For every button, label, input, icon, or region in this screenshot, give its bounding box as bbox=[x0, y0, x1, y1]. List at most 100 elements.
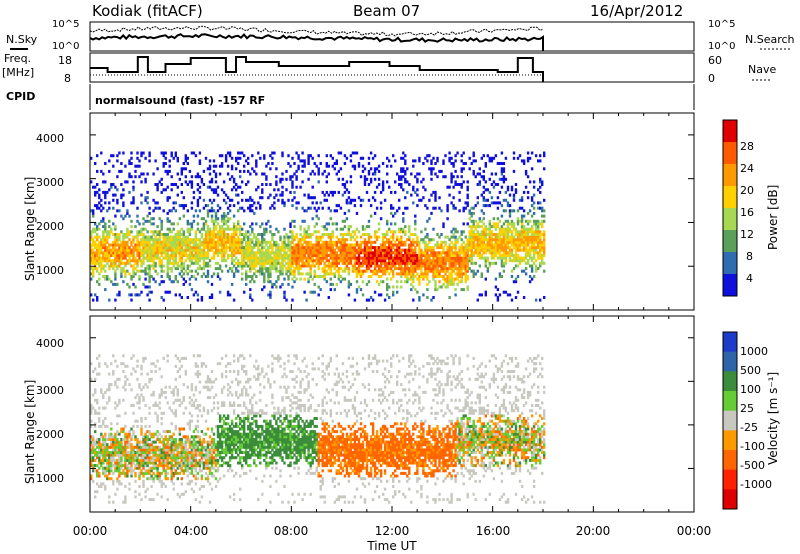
heatmap-cell bbox=[112, 183, 115, 186]
heatmap-cell bbox=[122, 261, 125, 265]
heatmap-cell bbox=[144, 248, 147, 252]
heatmap-cell bbox=[263, 267, 266, 271]
heatmap-cell bbox=[353, 261, 357, 265]
heatmap-cell bbox=[289, 261, 292, 265]
heatmap-cell bbox=[172, 238, 175, 242]
heatmap-cell bbox=[472, 151, 475, 155]
heatmap-cell bbox=[293, 246, 296, 250]
heatmap-cell bbox=[412, 277, 415, 281]
heatmap-cell bbox=[180, 172, 183, 176]
heatmap-cell bbox=[410, 259, 413, 263]
heatmap-cell bbox=[307, 251, 310, 255]
heatmap-cell bbox=[537, 243, 540, 247]
heatmap-cell bbox=[452, 196, 455, 200]
heatmap-cell bbox=[396, 243, 399, 247]
heatmap-cell bbox=[271, 243, 274, 247]
heatmap-cell bbox=[128, 440, 131, 444]
heatmap-cell bbox=[426, 243, 429, 247]
heatmap-cell bbox=[132, 246, 135, 250]
heatmap-cell bbox=[208, 235, 212, 239]
heatmap-cell bbox=[100, 219, 103, 223]
heatmap-cell bbox=[476, 246, 479, 250]
heatmap-cell bbox=[539, 240, 542, 244]
heatmap-cell bbox=[172, 201, 175, 205]
heatmap-cell bbox=[134, 225, 137, 229]
heatmap-cell bbox=[232, 180, 236, 184]
heatmap-cell bbox=[174, 293, 177, 297]
heatmap-cell bbox=[132, 248, 135, 252]
heatmap-cell bbox=[202, 246, 206, 250]
heatmap-cell bbox=[303, 246, 306, 250]
heatmap-cell bbox=[311, 261, 314, 265]
heatmap-cell bbox=[190, 256, 194, 260]
heatmap-cell bbox=[255, 222, 258, 226]
heatmap-cell bbox=[349, 248, 353, 252]
heatmap-cell bbox=[273, 261, 276, 265]
heatmap-cell bbox=[472, 254, 475, 257]
heatmap-cell bbox=[120, 458, 123, 462]
heatmap-cell bbox=[321, 251, 324, 255]
heatmap-cell bbox=[321, 254, 324, 257]
heatmap-cell bbox=[484, 227, 487, 231]
heatmap-cell bbox=[309, 233, 312, 236]
heatmap-cell bbox=[166, 219, 169, 223]
heatmap-cell bbox=[94, 243, 97, 247]
heatmap-cell bbox=[418, 159, 421, 163]
heatmap-cell bbox=[462, 264, 465, 268]
heatmap-cell bbox=[122, 193, 125, 197]
heatmap-cell bbox=[134, 243, 137, 247]
heatmap-cell bbox=[361, 261, 365, 265]
heatmap-cell bbox=[118, 479, 121, 483]
heatmap-cell bbox=[168, 267, 171, 271]
heatmap-cell bbox=[237, 240, 240, 244]
heatmap-cell bbox=[90, 474, 93, 478]
heatmap-cell bbox=[347, 293, 351, 297]
heatmap-cell bbox=[198, 240, 202, 244]
heatmap-cell bbox=[472, 251, 475, 255]
heatmap-cell bbox=[394, 256, 397, 260]
heatmap-cell bbox=[450, 264, 453, 268]
heatmap-cell bbox=[132, 367, 135, 371]
heatmap-cell bbox=[333, 254, 336, 257]
heatmap-cell bbox=[404, 254, 407, 257]
heatmap-cell bbox=[490, 233, 494, 236]
heatmap-cell bbox=[295, 175, 298, 179]
heatmap-cell bbox=[182, 277, 185, 281]
heatmap-cell bbox=[184, 167, 187, 171]
heatmap-cell bbox=[526, 159, 530, 163]
heatmap-cell bbox=[478, 225, 481, 229]
heatmap-cell bbox=[369, 275, 373, 278]
heatmap-cell bbox=[148, 290, 151, 294]
heatmap-cell bbox=[247, 248, 250, 252]
heatmap-cell bbox=[136, 240, 139, 244]
heatmap-cell bbox=[375, 254, 379, 257]
heatmap-cell bbox=[327, 267, 330, 271]
heatmap-cell bbox=[377, 254, 381, 257]
heatmap-cell bbox=[249, 256, 252, 260]
heatmap-cell bbox=[212, 230, 216, 234]
heatmap-cell bbox=[192, 293, 196, 297]
heatmap-cell bbox=[325, 264, 328, 268]
heatmap-cell bbox=[112, 206, 115, 210]
heatmap-cell bbox=[375, 269, 379, 273]
heatmap-cell bbox=[295, 264, 298, 268]
heatmap-cell bbox=[216, 261, 220, 265]
heatmap-cell bbox=[492, 261, 496, 265]
heatmap-cell bbox=[106, 466, 109, 470]
heatmap-cell bbox=[341, 238, 345, 242]
heatmap-cell bbox=[108, 438, 111, 441]
heatmap-cell bbox=[138, 440, 141, 444]
heatmap-cell bbox=[424, 269, 427, 273]
heatmap-cell bbox=[537, 256, 540, 260]
heatmap-cell bbox=[208, 233, 212, 236]
heatmap-cell bbox=[541, 206, 544, 210]
heatmap-cell bbox=[440, 275, 443, 278]
heatmap-cell bbox=[506, 238, 510, 242]
heatmap-cell bbox=[94, 451, 97, 454]
heatmap-cell bbox=[327, 261, 330, 265]
heatmap-cell bbox=[102, 458, 105, 462]
heatmap-cell bbox=[452, 261, 455, 265]
heatmap-cell bbox=[138, 401, 141, 405]
heatmap-cell bbox=[182, 238, 185, 242]
heatmap-cell bbox=[212, 246, 216, 250]
